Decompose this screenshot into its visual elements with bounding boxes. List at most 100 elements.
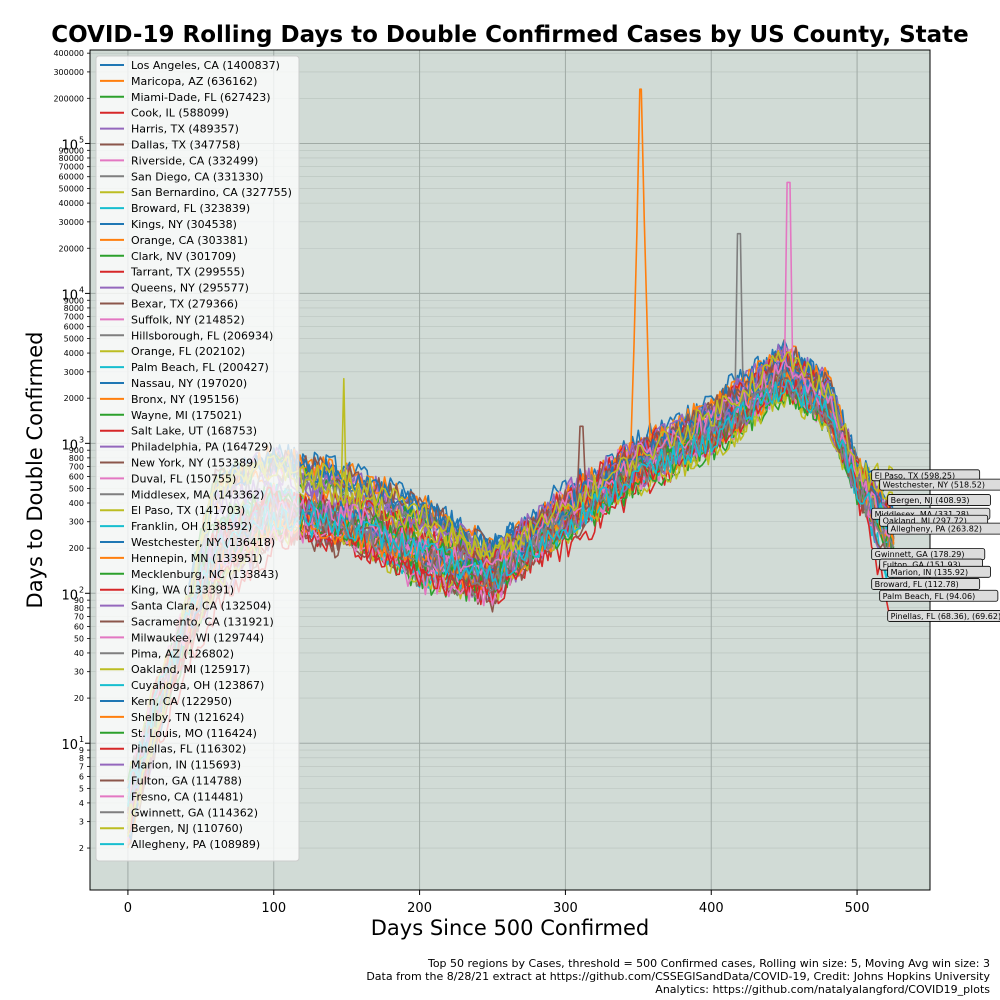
y-minor-tick-label: 8000 bbox=[64, 304, 84, 313]
y-minor-tick-label: 600 bbox=[69, 473, 84, 482]
legend-entry: Los Angeles, CA (1400837) bbox=[131, 59, 280, 72]
legend-entry: El Paso, TX (141703) bbox=[131, 504, 245, 517]
y-minor-tick-label: 30000 bbox=[59, 218, 84, 227]
y-minor-tick-label: 3 bbox=[79, 818, 84, 827]
y-minor-tick-label: 40 bbox=[74, 649, 84, 658]
legend-entry: Palm Beach, FL (200427) bbox=[131, 361, 269, 374]
y-minor-tick-label: 70 bbox=[74, 613, 84, 622]
annotation-label: Fulton, GA (151.93) bbox=[883, 561, 961, 570]
x-axis-ticks: 0 100 200 300 400 500 bbox=[124, 890, 870, 916]
legend-entry: New York, NY (153389) bbox=[131, 457, 257, 470]
annotation-box bbox=[879, 478, 1000, 491]
y-minor-tick-label: 2000 bbox=[64, 394, 84, 403]
y-minor-tick-label: 40000 bbox=[59, 199, 84, 208]
y-major-tick-exponent: 2 bbox=[79, 585, 84, 594]
y-major-tick-label: 10 bbox=[61, 588, 78, 603]
legend-entry: Mecklenburg, NC (133843) bbox=[131, 568, 279, 581]
y-minor-tick-label: 800 bbox=[69, 454, 84, 463]
annotation-label: Marion, IN (135.92) bbox=[891, 568, 969, 577]
footer-line: Data from the 8/28/21 extract at https:/… bbox=[366, 970, 990, 983]
legend-entry: Pinellas, FL (116302) bbox=[131, 743, 246, 756]
y-major-tick-exponent: 5 bbox=[79, 135, 84, 144]
legend-entry: Gwinnett, GA (114362) bbox=[131, 806, 258, 819]
annotation-label: Gwinnett, GA (178.29) bbox=[875, 550, 965, 559]
annotation-label: Bergen, NJ (408.93) bbox=[891, 496, 970, 505]
y-minor-tick-label: 50 bbox=[74, 634, 84, 643]
annotation-label: Palm Beach, FL (94.06) bbox=[883, 592, 976, 601]
legend-entry: Kings, NY (304538) bbox=[131, 218, 237, 231]
y-minor-tick-label: 5 bbox=[79, 784, 84, 793]
legend-entry: Clark, NV (301709) bbox=[131, 250, 236, 263]
y-minor-tick-label: 30 bbox=[74, 668, 84, 677]
legend: Los Angeles, CA (1400837) Maricopa, AZ (6… bbox=[95, 55, 300, 862]
legend-entry: Middlesex, MA (143362) bbox=[131, 488, 264, 501]
y-minor-tick-label: 6000 bbox=[64, 323, 84, 332]
footer-line: Top 50 regions by Cases, threshold = 500… bbox=[427, 957, 990, 970]
y-minor-tick-label: 90000 bbox=[59, 146, 84, 155]
y-minor-tick-label: 50000 bbox=[59, 185, 84, 194]
legend-entry: San Bernardino, CA (327755) bbox=[131, 186, 292, 199]
y-minor-tick-label: 80 bbox=[74, 604, 84, 613]
legend-entry: Orange, CA (303381) bbox=[131, 234, 248, 247]
y-minor-tick-label: 70000 bbox=[59, 163, 84, 172]
y-minor-tick-label: 5000 bbox=[64, 335, 84, 344]
legend-entry: Philadelphia, PA (164729) bbox=[131, 441, 273, 454]
annotation-label: Broward, FL (112.78) bbox=[875, 580, 959, 589]
annotation-box bbox=[887, 565, 991, 578]
y-minor-tick-label: 20 bbox=[74, 694, 84, 703]
legend-entry: Riverside, CA (332499) bbox=[131, 154, 258, 167]
legend-entry: San Diego, CA (331330) bbox=[131, 170, 263, 183]
y-axis-ticks: 2345678920304050607080902003004005006007… bbox=[53, 49, 90, 853]
y-minor-tick-label: 80000 bbox=[59, 154, 84, 163]
annotation-label: Middlesex, MA (331.28) bbox=[875, 510, 969, 519]
y-major-tick-exponent: 1 bbox=[79, 735, 84, 744]
x-axis-label: Days Since 500 Confirmed bbox=[371, 916, 649, 940]
legend-entry: Suffolk, NY (214852) bbox=[131, 313, 245, 326]
y-minor-tick-label: 300000 bbox=[53, 68, 84, 77]
legend-entry: Allegheny, PA (108989) bbox=[131, 838, 260, 851]
y-major-tick-label: 10 bbox=[61, 288, 78, 303]
y-minor-tick-label: 400000 bbox=[53, 49, 84, 58]
y-minor-tick-label: 300 bbox=[69, 518, 84, 527]
footer-line: Analytics: https://github.com/natalyalan… bbox=[655, 983, 990, 996]
x-tick-label: 0 bbox=[124, 901, 132, 916]
annotation-label: Westchester, NY (518.52) bbox=[883, 481, 985, 490]
legend-entry: King, WA (133391) bbox=[131, 584, 234, 597]
legend-entry: Salt Lake, UT (168753) bbox=[131, 425, 257, 438]
chart-title: COVID-19 Rolling Days to Double Confirme… bbox=[51, 22, 969, 48]
legend-entry: Westchester, NY (136418) bbox=[131, 536, 275, 549]
x-tick-label: 300 bbox=[553, 901, 578, 916]
y-minor-tick-label: 500 bbox=[69, 484, 84, 493]
y-major-tick-label: 10 bbox=[61, 138, 78, 153]
y-minor-tick-label: 9000 bbox=[64, 296, 84, 305]
legend-entry: Oakland, MI (125917) bbox=[131, 663, 250, 676]
annotation-box bbox=[887, 610, 1000, 622]
legend-entry: Tarrant, TX (299555) bbox=[130, 266, 245, 279]
legend-entry: Shelby, TN (121624) bbox=[131, 711, 244, 724]
end-annotations: El Paso, TX (598.25)Westchester, NY (518… bbox=[871, 469, 1000, 622]
legend-entry: Kern, CA (122950) bbox=[131, 695, 232, 708]
y-major-tick-label: 10 bbox=[61, 438, 78, 453]
annotation-label: El Paso, TX (598.25) bbox=[875, 471, 955, 480]
legend-entry: Cook, IL (588099) bbox=[131, 107, 229, 120]
y-minor-tick-label: 6 bbox=[79, 772, 84, 781]
legend-entry: Duval, FL (150755) bbox=[131, 472, 236, 485]
legend-entry: Cuyahoga, OH (123867) bbox=[131, 679, 264, 692]
x-tick-label: 400 bbox=[699, 901, 724, 916]
annotation-box bbox=[879, 589, 999, 602]
legend-entry: Milwaukee, WI (129744) bbox=[131, 631, 264, 644]
y-major-tick-exponent: 4 bbox=[79, 285, 84, 294]
x-tick-label: 100 bbox=[261, 901, 286, 916]
x-tick-label: 500 bbox=[845, 901, 870, 916]
annotation-box bbox=[871, 578, 981, 590]
y-minor-tick-label: 200 bbox=[69, 544, 84, 553]
legend-entry: Bronx, NY (195156) bbox=[131, 393, 239, 406]
legend-entry: St. Louis, MO (116424) bbox=[131, 727, 257, 740]
legend-entry: Bexar, TX (279366) bbox=[131, 298, 238, 311]
y-minor-tick-label: 400 bbox=[69, 499, 84, 508]
y-major-tick-label: 10 bbox=[61, 738, 78, 753]
y-minor-tick-label: 200000 bbox=[53, 94, 84, 103]
legend-entry: Hillsborough, FL (206934) bbox=[131, 329, 273, 342]
legend-entry: Wayne, MI (175021) bbox=[131, 409, 242, 422]
legend-entry: Harris, TX (489357) bbox=[131, 123, 239, 136]
